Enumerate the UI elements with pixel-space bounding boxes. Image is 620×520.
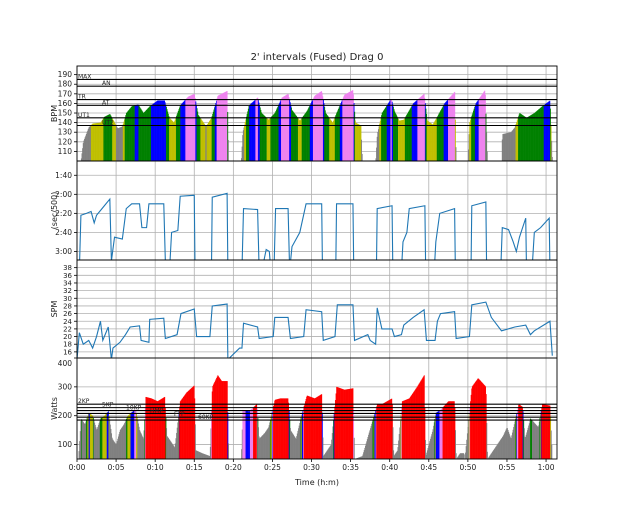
stroke-rate-y-axis-label: SPM [50, 301, 59, 318]
heart-rate-y-tick-label: 180 [58, 80, 73, 89]
heart-rate-y-tick-label: 160 [58, 99, 73, 108]
heart-rate-bar [362, 154, 363, 161]
zone-label: AN [102, 80, 111, 87]
x-tick-label: 0:30 [303, 463, 320, 472]
x-tick-label: 0:15 [186, 463, 203, 472]
power-y-tick-label: 300 [58, 382, 73, 391]
pace-y-tick-label: 1:40 [55, 171, 72, 180]
pace-plot-area [79, 193, 550, 270]
power-bar [456, 453, 457, 459]
x-tick-label: 0:25 [264, 463, 281, 472]
power-bar [322, 438, 323, 459]
pace-line [79, 193, 550, 270]
stroke-rate-y-tick-label: 32 [63, 287, 72, 295]
power-bar [464, 454, 465, 459]
heart-rate-bar [228, 140, 229, 161]
stroke-rate-line [77, 302, 552, 359]
zone-label: 60KP [198, 414, 214, 421]
zone-label: 5KP [102, 402, 114, 409]
x-tick-label: 1:00 [538, 463, 555, 472]
zone-label: 2KP [78, 398, 90, 405]
zone-label: MAX [78, 73, 91, 80]
pace-panel: 1:402:002:202:403:00(sec/500) [50, 161, 557, 270]
x-tick-label: 0:35 [342, 463, 359, 472]
stroke-rate-y-tick-label: 28 [63, 302, 72, 310]
x-axis-label: Time (h:m) [294, 478, 339, 487]
stroke-rate-plot-area [77, 302, 552, 359]
heart-rate-y-axis-label: BPM [50, 105, 59, 122]
heart-rate-y-tick-label: 150 [58, 109, 73, 118]
power-y-tick-label: 100 [58, 440, 73, 449]
zone-label: HMP [150, 407, 164, 414]
zone-label: TR [77, 94, 86, 101]
pace-frame [77, 161, 557, 260]
stroke-rate-y-tick-label: 22 [63, 325, 72, 333]
stroke-rate-y-tick-label: 38 [63, 264, 72, 272]
power-bar [551, 445, 552, 459]
x-tick-label: 0:45 [420, 463, 437, 472]
zone-label: AT [102, 99, 110, 106]
zone-label: UT1 [78, 112, 90, 119]
stroke-rate-y-tick-label: 26 [63, 310, 72, 318]
heart-rate-y-tick-label: 170 [58, 89, 73, 98]
heart-rate-y-tick-label: 110 [58, 147, 73, 156]
stroke-rate-y-tick-label: 30 [63, 295, 72, 303]
x-tick-label: 0:05 [108, 463, 125, 472]
stroke-rate-y-tick-label: 36 [63, 272, 72, 280]
stroke-rate-y-tick-label: 24 [63, 318, 72, 326]
heart-rate-bar [456, 147, 457, 161]
stroke-rate-y-tick-label: 16 [63, 348, 72, 356]
stroke-rate-y-tick-label: 18 [63, 341, 72, 349]
power-y-axis-label: Watts [50, 397, 59, 420]
stroke-rate-y-tick-label: 20 [63, 333, 72, 341]
x-tick-label: 0:55 [499, 463, 516, 472]
pace-y-axis-label: (sec/500) [50, 192, 59, 230]
heart-rate-y-tick-label: 140 [58, 118, 73, 127]
power-y-tick-label: 200 [58, 411, 73, 420]
heart-rate-y-tick-label: 190 [58, 70, 73, 79]
power-plot-area: 2KP 5KP 10KP HMP FTP 60KP [77, 375, 557, 459]
zone-label: 10KP [126, 405, 142, 412]
x-tick-label: 0:00 [69, 463, 86, 472]
x-tick-label: 0:20 [225, 463, 242, 472]
chart-title: 2' intervals (Fused) Drag 0 [251, 52, 384, 63]
stroke-rate-frame [77, 260, 557, 358]
heart-rate-plot-area: MAX AN TR AT UT1 UT2 [77, 73, 557, 161]
heart-rate-bar [552, 157, 553, 161]
x-tick-label: 0:40 [381, 463, 398, 472]
power-bar [228, 443, 229, 459]
x-tick-label: 0:50 [459, 463, 476, 472]
heart-rate-y-tick-label: 120 [58, 137, 73, 146]
zone-label: FTP [174, 411, 185, 418]
heart-rate-bar [487, 152, 488, 161]
power-bar [487, 452, 488, 459]
stroke-rate-y-tick-label: 34 [63, 279, 72, 287]
zone-label: UT2 [102, 119, 114, 126]
heart-rate-y-tick-label: 130 [58, 128, 73, 137]
x-tick-label: 0:10 [147, 463, 164, 472]
power-panel: 100 200 300 400 2KP 5KP 10KP HMP FTP 60KP Watts [50, 358, 557, 459]
pace-y-tick-label: 3:00 [55, 247, 72, 256]
power-y-tick-label: 400 [58, 359, 73, 368]
power-bar [354, 438, 355, 459]
